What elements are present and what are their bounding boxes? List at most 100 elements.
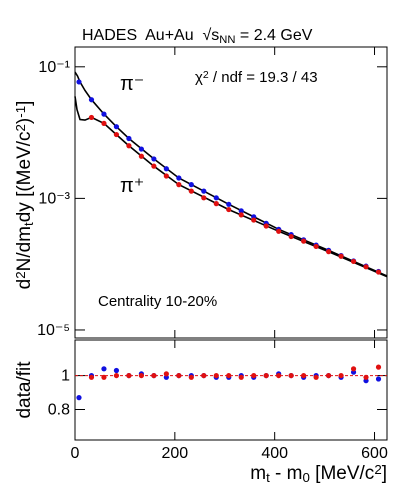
data-point — [213, 201, 219, 207]
y-tick-label: 10⁻³ — [38, 190, 70, 207]
x-tick-label: 0 — [71, 445, 80, 462]
data-point — [375, 269, 382, 275]
x-tick-label: 400 — [261, 445, 288, 462]
y-tick-label: 1 — [61, 368, 70, 385]
text-part: t — [266, 470, 270, 485]
data-point — [338, 253, 344, 259]
y-axis-label: d2N/dmtdy [(MeV/c2)-1] — [13, 101, 36, 290]
data-point — [126, 135, 132, 142]
data-point — [263, 223, 269, 229]
data-point — [263, 372, 269, 379]
data-point — [101, 366, 107, 372]
data-point — [238, 374, 244, 380]
data-point — [238, 212, 244, 218]
text-part: χ — [195, 69, 203, 86]
data-point — [126, 143, 132, 149]
data-point — [350, 366, 357, 372]
data-point — [325, 249, 332, 255]
data-point — [313, 243, 319, 250]
data-point — [213, 195, 219, 201]
x-tick-label: 600 — [361, 445, 388, 462]
text-part: m — [250, 463, 266, 484]
fit-quality: χ2 / ndf = 19.3 / 43 — [195, 69, 318, 86]
data-point — [375, 364, 382, 370]
text-part: t — [21, 222, 36, 226]
data-point — [176, 372, 182, 379]
text-part: 2 — [374, 462, 381, 477]
data-point — [288, 233, 294, 240]
text-part: data/fit — [14, 361, 35, 419]
text-part: [MeV/c — [310, 463, 374, 484]
data-point — [76, 395, 82, 401]
data-point — [113, 372, 120, 379]
data-point — [201, 188, 207, 194]
y-tick-label: 10⁻¹ — [38, 59, 70, 76]
data-point — [176, 175, 182, 181]
text-part: dy [(MeV/c — [14, 131, 35, 222]
data-point — [188, 374, 194, 380]
data-point — [226, 201, 232, 207]
data-point — [301, 238, 307, 244]
data-point — [138, 153, 144, 159]
ratio-frame — [74, 339, 388, 441]
data-point — [88, 114, 95, 121]
data-point — [88, 97, 95, 103]
data-point — [188, 188, 194, 194]
data-point — [138, 146, 144, 152]
data-point — [213, 372, 219, 379]
data-point — [375, 376, 382, 382]
data-point — [88, 374, 95, 380]
data-point — [325, 372, 332, 379]
text-part: N/dm — [14, 226, 35, 271]
text-part: ] — [382, 463, 387, 484]
text-part: 0 — [303, 470, 310, 485]
data-point — [163, 371, 169, 377]
data-point — [276, 228, 282, 234]
data-point — [138, 372, 144, 379]
data-point — [363, 374, 369, 380]
text-part: ) — [14, 118, 35, 124]
data-point — [113, 124, 120, 130]
data-point — [163, 166, 169, 172]
data-point — [101, 111, 107, 117]
data-point — [188, 182, 194, 188]
data-point — [151, 156, 157, 162]
data-point — [163, 173, 169, 179]
text-part: 2 — [13, 271, 28, 278]
data-point — [126, 372, 132, 379]
data-point — [226, 206, 232, 213]
data-point — [301, 372, 307, 379]
text-part: - m — [270, 463, 303, 484]
data-point — [201, 195, 207, 201]
legend-label: π⁺ — [120, 175, 144, 197]
text-part: / ndf = 19.3 / 43 — [209, 69, 318, 86]
text-part: -1 — [13, 106, 28, 118]
top-frame — [74, 46, 388, 339]
data-point — [151, 163, 157, 169]
data-point — [101, 120, 107, 126]
fit-curve — [74, 96, 388, 278]
data-point — [338, 372, 344, 379]
data-point — [238, 208, 244, 214]
centrality: Centrality 10-20% — [98, 293, 217, 310]
data-point — [76, 79, 82, 85]
data-point — [113, 367, 120, 374]
text-part: 2 — [203, 69, 209, 81]
text-part: HADES Au+Au √s — [82, 27, 219, 44]
data-point — [176, 182, 182, 188]
data-point — [350, 258, 357, 265]
y-tick-label: 0.8 — [48, 401, 70, 418]
data-point — [313, 374, 319, 380]
x-tick-label: 200 — [161, 445, 188, 462]
data-point — [113, 131, 120, 138]
chart-title: HADES Au+Au √sNN = 2.4 GeV — [82, 27, 313, 46]
data-point — [363, 264, 369, 270]
data-point — [201, 372, 207, 379]
data-point — [288, 372, 294, 379]
data-point — [251, 217, 257, 223]
data-point — [101, 374, 107, 380]
data-point — [276, 372, 282, 379]
data-point — [226, 372, 232, 379]
text-part: NN — [219, 34, 235, 46]
